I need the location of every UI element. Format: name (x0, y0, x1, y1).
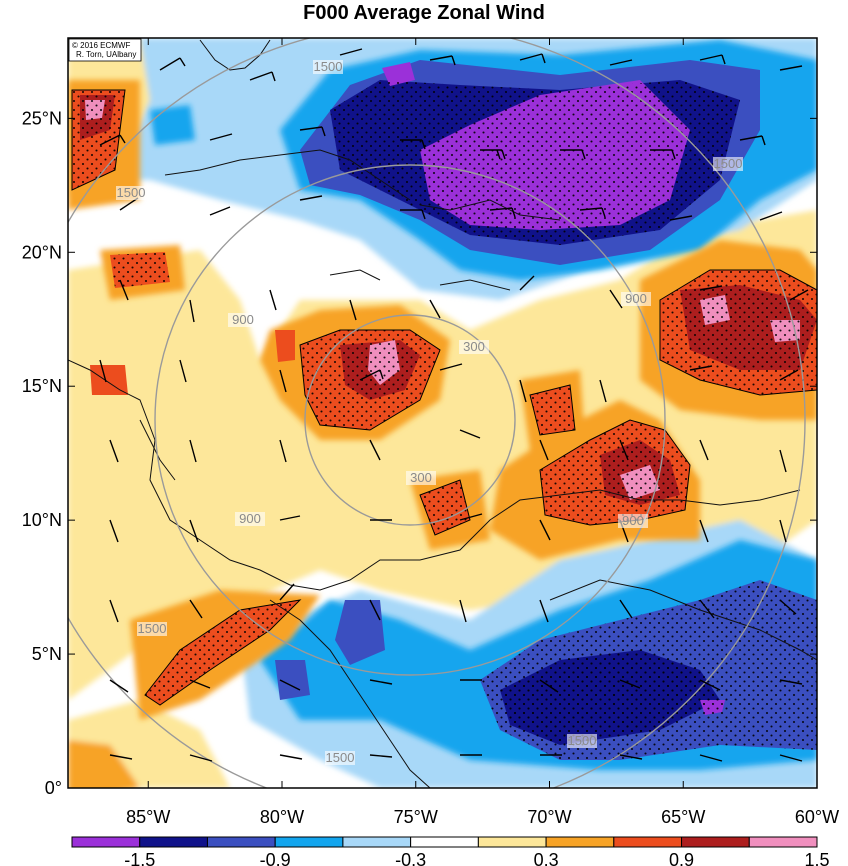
negative-anomaly-strong-spot-2 (275, 660, 310, 700)
cuba-coastline (164, 149, 411, 201)
range-ring-label: 900 (622, 513, 644, 528)
lon-label: 70°W (527, 807, 571, 827)
range-ring-label: 1500 (568, 733, 597, 748)
colorbar-swatch (613, 836, 683, 848)
lat-label: 15°N (22, 376, 62, 396)
lon-label: 60°W (795, 807, 839, 827)
colorbar-tick-label: 1.5 (804, 850, 829, 866)
positive-anomaly-corner (68, 740, 140, 788)
range-ring-label-bg (621, 292, 651, 306)
colorbar-swatch (545, 836, 615, 848)
range-ring-300 (304, 314, 516, 526)
range-ring-label-bg (228, 313, 258, 327)
range-ring-label: 1500 (314, 59, 343, 74)
latitude-labels: 25°N 20°N 15°N 10°N 5°N 0° (22, 108, 62, 798)
colorbar-tick-label: -0.9 (260, 850, 291, 866)
range-ring-label-bg (567, 734, 597, 748)
range-ring-label: 1500 (326, 750, 355, 765)
axis-ticks (68, 38, 818, 789)
range-ring-label: 1500 (138, 621, 167, 636)
colorbar-swatch (748, 836, 818, 848)
range-ring-label-bg (116, 186, 146, 200)
range-rings (68, 38, 806, 788)
colorbar-swatch (681, 836, 750, 848)
range-ring-label-bg (406, 471, 436, 485)
wind-anomaly-field: 300 300 900 900 900 900 1500 1500 1500 1500 1500 15… (68, 38, 817, 788)
colorbar-labels: -1.5 -0.9 -0.3 0.3 0.9 1.5 (124, 850, 829, 866)
honduras-coastline (139, 419, 176, 481)
credit-line-2: R. Torn, UAlbany (76, 50, 136, 59)
hispaniola-coastline (419, 199, 561, 221)
range-ring-label-bg (618, 514, 648, 528)
range-ring-1500 (68, 38, 806, 788)
colorbar-tick-label: 0.9 (669, 850, 694, 866)
range-ring-labels: 300 300 900 900 900 900 1500 1500 1500 1500 1500 15… (116, 59, 743, 765)
colorbar-tick-label: 0.3 (534, 850, 559, 866)
lon-label: 85°W (126, 807, 170, 827)
coastlines (68, 39, 817, 788)
positive-anomaly-red-spot (275, 330, 295, 362)
range-ring-label-bg (235, 512, 265, 526)
negative-anomaly-extreme-spot (382, 62, 415, 86)
range-ring-label-bg (313, 60, 343, 74)
range-ring-label: 900 (232, 312, 254, 327)
colorbar-swatch (410, 836, 479, 848)
positive-anomaly-red-west-2 (90, 365, 128, 395)
lat-label: 5°N (32, 644, 62, 664)
colorbar-tick-label: -0.3 (395, 850, 426, 866)
lat-label: 25°N (22, 108, 62, 128)
range-ring-label-bg (137, 622, 167, 636)
range-ring-label: 900 (625, 291, 647, 306)
colorbar-tick-label: -1.5 (124, 850, 155, 866)
lon-label: 80°W (260, 807, 304, 827)
credit-box (68, 38, 142, 62)
colorbar-swatch (206, 836, 276, 848)
credit-line-1: © 2016 ECMWF (72, 41, 130, 50)
lon-label: 75°W (394, 807, 438, 827)
colorbar-swatch (477, 836, 547, 848)
range-ring-label-bg (459, 340, 489, 354)
negative-anomaly-strong-spot (335, 600, 385, 665)
range-ring-label: 1500 (117, 185, 146, 200)
colorbar-swatch (139, 836, 208, 848)
range-ring-label: 900 (239, 511, 261, 526)
colorbar-swatch (274, 836, 344, 848)
range-ring-label: 300 (463, 339, 485, 354)
range-ring-900 (154, 164, 666, 676)
caribbean-island-coastline (439, 279, 511, 291)
range-ring-label: 1500 (714, 156, 743, 171)
longitude-labels: 85°W 80°W 75°W 70°W 65°W 60°W (126, 807, 839, 827)
range-ring-label-bg (325, 751, 355, 765)
colorbar (71, 836, 818, 848)
range-ring-label: 300 (410, 470, 432, 485)
map-frame (67, 37, 818, 789)
colorbar-swatch (342, 836, 412, 848)
lat-label: 0° (45, 778, 62, 798)
colombia-boundary (269, 599, 431, 788)
florida-coastline (199, 39, 271, 71)
anomaly-contours (71, 89, 817, 706)
range-ring-label-bg (713, 157, 743, 171)
venezuela-boundary (549, 579, 817, 661)
wind-barbs (99, 47, 809, 762)
map-title: F000 Average Zonal Wind (303, 2, 545, 24)
central-south-america-coastline (68, 359, 801, 591)
lon-label: 65°W (661, 807, 705, 827)
lat-label: 10°N (22, 510, 62, 530)
colorbar-swatch (71, 836, 141, 848)
lat-label: 20°N (22, 242, 62, 262)
jamaica-coastline (329, 269, 381, 281)
negative-anomaly-spot (150, 105, 195, 145)
